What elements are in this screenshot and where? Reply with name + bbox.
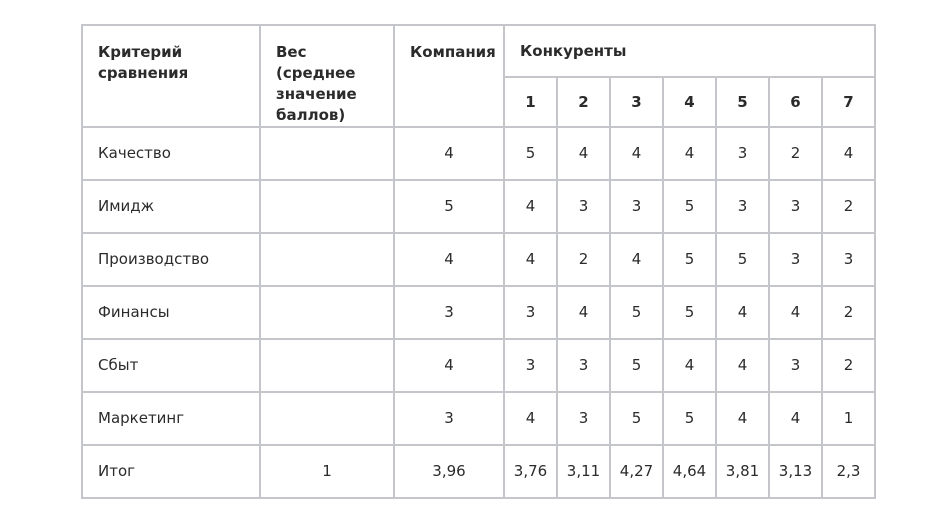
row-competitor-4: 4 xyxy=(662,338,717,393)
total-competitor-2: 3,11 xyxy=(556,444,611,499)
total-competitor-7: 2,3 xyxy=(821,444,876,499)
header-row: Критерий сравнения Вес (среднее значение… xyxy=(81,23,876,128)
row-competitor-2: 2 xyxy=(556,232,611,287)
row-competitor-5: 4 xyxy=(715,338,770,393)
header-competitor-4: 4 xyxy=(662,76,717,128)
row-competitor-1: 3 xyxy=(503,285,558,340)
row-weight xyxy=(259,391,395,446)
table-row: Сбыт 4 3 3 5 4 4 3 2 xyxy=(81,338,876,393)
row-competitor-4: 5 xyxy=(662,232,717,287)
header-competitor-1: 1 xyxy=(503,76,558,128)
row-competitor-1: 3 xyxy=(503,338,558,393)
row-competitor-7: 3 xyxy=(821,232,876,287)
row-competitor-2: 3 xyxy=(556,391,611,446)
row-company: 4 xyxy=(393,232,505,287)
row-competitor-6: 3 xyxy=(768,179,823,234)
row-company: 4 xyxy=(393,126,505,181)
row-competitor-2: 4 xyxy=(556,285,611,340)
row-competitor-5: 3 xyxy=(715,126,770,181)
comparison-table: Критерий сравнения Вес (среднее значение… xyxy=(81,23,876,499)
header-competitors: Конкуренты xyxy=(503,23,876,79)
row-competitor-4: 5 xyxy=(662,179,717,234)
row-competitor-7: 2 xyxy=(821,179,876,234)
table-row: Качество 4 5 4 4 4 3 2 4 xyxy=(81,126,876,181)
row-competitor-5: 4 xyxy=(715,391,770,446)
row-weight xyxy=(259,338,395,393)
row-competitor-3: 5 xyxy=(609,285,664,340)
row-label: Производство xyxy=(81,232,261,287)
row-weight xyxy=(259,179,395,234)
row-competitor-7: 2 xyxy=(821,285,876,340)
table-row: Финансы 3 3 4 5 5 4 4 2 xyxy=(81,285,876,340)
header-competitor-7: 7 xyxy=(821,76,876,128)
total-company: 3,96 xyxy=(393,444,505,499)
header-criterion: Критерий сравнения xyxy=(81,24,261,128)
row-label: Качество xyxy=(81,126,261,181)
row-competitor-7: 2 xyxy=(821,338,876,393)
header-competitor-3: 3 xyxy=(609,76,664,128)
total-label: Итог xyxy=(81,444,261,499)
total-competitor-1: 3,76 xyxy=(503,444,558,499)
row-competitor-6: 3 xyxy=(768,232,823,287)
row-competitor-3: 5 xyxy=(609,391,664,446)
row-competitor-5: 5 xyxy=(715,232,770,287)
total-competitor-4: 4,64 xyxy=(662,444,717,499)
row-competitor-3: 4 xyxy=(609,232,664,287)
header-competitor-5: 5 xyxy=(715,76,770,128)
row-competitor-6: 4 xyxy=(768,391,823,446)
row-competitor-7: 4 xyxy=(821,126,876,181)
header-competitor-2: 2 xyxy=(556,76,611,128)
row-weight xyxy=(259,232,395,287)
row-competitor-3: 5 xyxy=(609,338,664,393)
header-competitor-numbers-row: 1 2 3 4 5 6 7 xyxy=(82,76,876,128)
total-row: Итог 1 3,96 3,76 3,11 4,27 4,64 3,81 3,1… xyxy=(81,444,876,499)
row-competitor-5: 4 xyxy=(715,285,770,340)
row-company: 3 xyxy=(393,285,505,340)
row-label: Маркетинг xyxy=(81,391,261,446)
row-competitor-5: 3 xyxy=(715,179,770,234)
row-competitor-1: 4 xyxy=(503,179,558,234)
total-competitor-3: 4,27 xyxy=(609,444,664,499)
row-competitor-2: 3 xyxy=(556,338,611,393)
row-competitor-1: 5 xyxy=(503,126,558,181)
row-label: Финансы xyxy=(81,285,261,340)
row-competitor-3: 4 xyxy=(609,126,664,181)
row-label: Сбыт xyxy=(81,338,261,393)
row-competitor-3: 3 xyxy=(609,179,664,234)
header-weight: Вес (среднее значение баллов) xyxy=(259,24,395,128)
row-competitor-2: 3 xyxy=(556,179,611,234)
header-company: Компания xyxy=(393,24,505,128)
table-row: Имидж 5 4 3 3 5 3 3 2 xyxy=(81,179,876,234)
total-weight: 1 xyxy=(259,444,395,499)
row-competitor-7: 1 xyxy=(821,391,876,446)
table-row: Производство 4 4 2 4 5 5 3 3 xyxy=(81,232,876,287)
header-competitor-6: 6 xyxy=(768,76,823,128)
row-weight xyxy=(259,126,395,181)
row-weight xyxy=(259,285,395,340)
row-competitor-2: 4 xyxy=(556,126,611,181)
row-competitor-4: 5 xyxy=(662,391,717,446)
row-competitor-6: 2 xyxy=(768,126,823,181)
row-competitor-4: 4 xyxy=(662,126,717,181)
row-competitor-4: 5 xyxy=(662,285,717,340)
row-competitor-1: 4 xyxy=(503,232,558,287)
row-competitor-6: 4 xyxy=(768,285,823,340)
row-company: 5 xyxy=(393,179,505,234)
total-competitor-5: 3,81 xyxy=(715,444,770,499)
row-label: Имидж xyxy=(81,179,261,234)
total-competitor-6: 3,13 xyxy=(768,444,823,499)
row-company: 4 xyxy=(393,338,505,393)
row-competitor-6: 3 xyxy=(768,338,823,393)
row-competitor-1: 4 xyxy=(503,391,558,446)
row-company: 3 xyxy=(393,391,505,446)
table-row: Маркетинг 3 4 3 5 5 4 4 1 xyxy=(81,391,876,446)
